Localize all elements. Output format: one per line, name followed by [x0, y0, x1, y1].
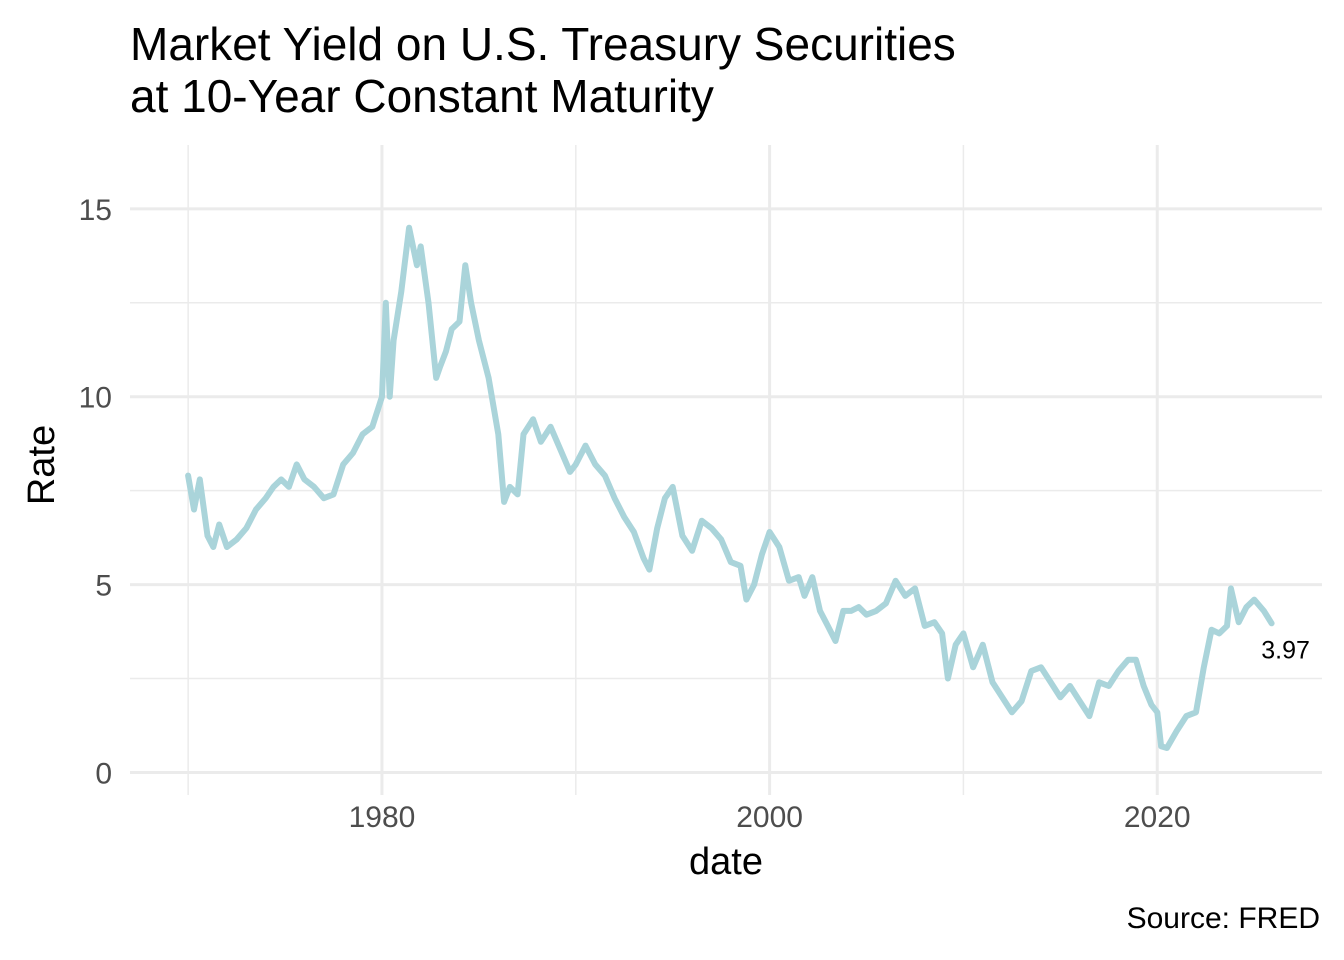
- grid-lines: [130, 145, 1322, 795]
- y-axis-title: Rate: [21, 425, 63, 505]
- chart-title-line-1: Market Yield on U.S. Treasury Securities: [130, 18, 956, 70]
- x-axis-title: date: [689, 841, 763, 883]
- x-tick-labels: 1980 2000 2020: [349, 801, 1191, 834]
- end-value-label: 3.97: [1261, 636, 1310, 664]
- x-tick-label: 1980: [349, 801, 416, 834]
- y-tick-label: 15: [79, 194, 112, 227]
- chart-title: Market Yield on U.S. Treasury Securities…: [130, 18, 956, 122]
- chart-title-line-2: at 10-Year Constant Maturity: [130, 70, 714, 122]
- x-tick-label: 2000: [736, 801, 803, 834]
- y-tick-label: 10: [79, 382, 112, 415]
- series-line: [185, 224, 1275, 751]
- y-tick-label: 0: [95, 757, 112, 790]
- x-tick-label: 2020: [1124, 801, 1191, 834]
- y-tick-label: 5: [95, 570, 112, 603]
- chart-caption: Source: FRED: [1126, 902, 1320, 935]
- y-tick-labels: 0 5 10 15: [79, 194, 112, 791]
